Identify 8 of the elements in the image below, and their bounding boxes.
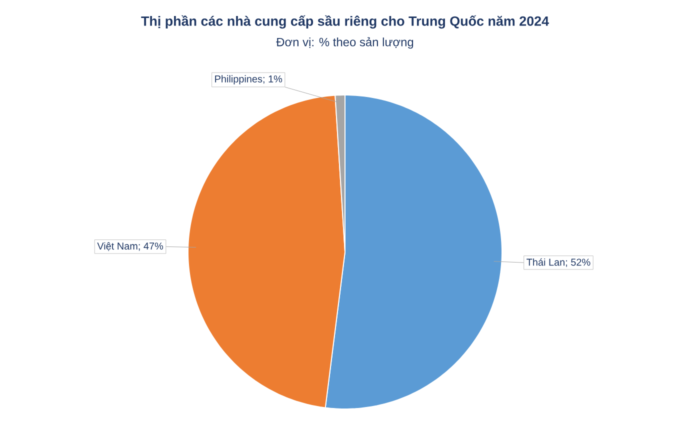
slice-label: Philippines: [215, 75, 262, 84]
data-label: ; 1%: [263, 75, 282, 84]
data-label: ; 52%: [566, 258, 590, 267]
chart-title: Thị phần các nhà cung cấp sầu riêng cho Trung Quốc năm 2024: [141, 15, 549, 29]
slice-label: Thái Lan: [526, 258, 564, 266]
slice-label: Việt Nam: [97, 242, 138, 252]
chart-subtitle: Đơn vị: % theo sản lượng: [276, 37, 414, 49]
data-label: ; 47%: [138, 242, 164, 251]
